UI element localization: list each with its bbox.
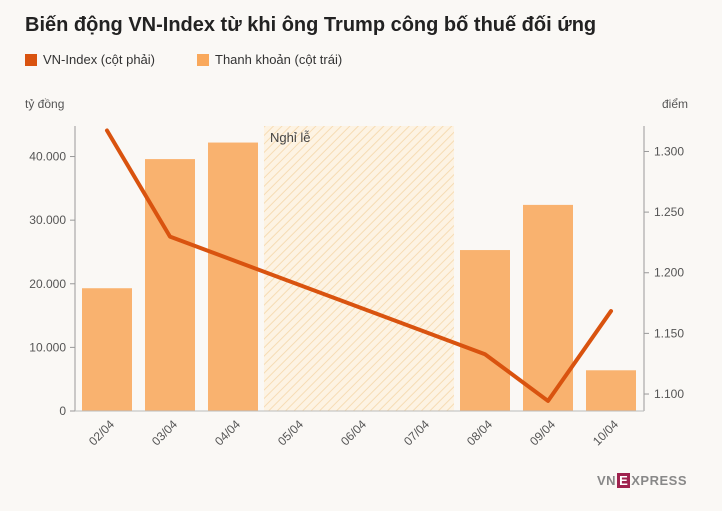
brand-left-text: VN <box>597 473 617 488</box>
right-axis-tick-label: 1.300 <box>654 144 684 158</box>
brand-logo: VN E XPRESS <box>597 473 687 488</box>
bar-02/04 <box>82 288 132 411</box>
bar-09/04 <box>523 204 573 411</box>
legend-swatch-liquidity <box>197 54 209 66</box>
x-axis-tick-label: 04/04 <box>212 417 243 448</box>
left-axis-tick-label: 40.000 <box>29 150 66 164</box>
left-axis-tick-label: 0 <box>59 404 66 418</box>
right-axis-label: điểm <box>662 97 688 111</box>
bar-08/04 <box>460 250 510 411</box>
x-axis-tick-label: 08/04 <box>464 417 495 448</box>
brand-mark: E <box>617 473 631 488</box>
right-axis-tick-label: 1.150 <box>654 326 684 340</box>
x-axis-tick-label: 03/04 <box>149 417 180 448</box>
legend-label-vnindex: VN-Index (cột phải) <box>43 52 155 67</box>
left-axis-tick-label: 10.000 <box>29 340 66 354</box>
right-axis-tick-label: 1.200 <box>654 266 684 280</box>
bar-03/04 <box>145 159 195 411</box>
left-axis-tick-label: 20.000 <box>29 277 66 291</box>
legend-label-liquidity: Thanh khoản (cột trái) <box>215 52 343 67</box>
right-axis-tick-label: 1.100 <box>654 387 684 401</box>
left-axis-label: tỷ đồng <box>25 97 64 111</box>
x-axis-tick-label: 02/04 <box>86 417 117 448</box>
chart-title: Biến động VN-Index từ khi ông Trump công… <box>25 14 597 36</box>
right-axis-tick-label: 1.250 <box>654 205 684 219</box>
x-axis-tick-label: 05/04 <box>275 417 306 448</box>
x-axis-tick-label: 07/04 <box>401 417 432 448</box>
legend-swatch-vnindex <box>25 54 37 66</box>
x-axis-tick-label: 06/04 <box>338 417 369 448</box>
brand-right-text: XPRESS <box>631 473 687 488</box>
x-axis-tick-label: 10/04 <box>590 417 621 448</box>
x-axis-tick-label: 09/04 <box>527 417 558 448</box>
left-axis-tick-label: 30.000 <box>29 213 66 227</box>
bar-04/04 <box>208 142 258 412</box>
bar-10/04 <box>586 370 636 411</box>
annotation-band <box>264 126 454 411</box>
annotation-label: Nghỉ lễ <box>270 130 310 145</box>
